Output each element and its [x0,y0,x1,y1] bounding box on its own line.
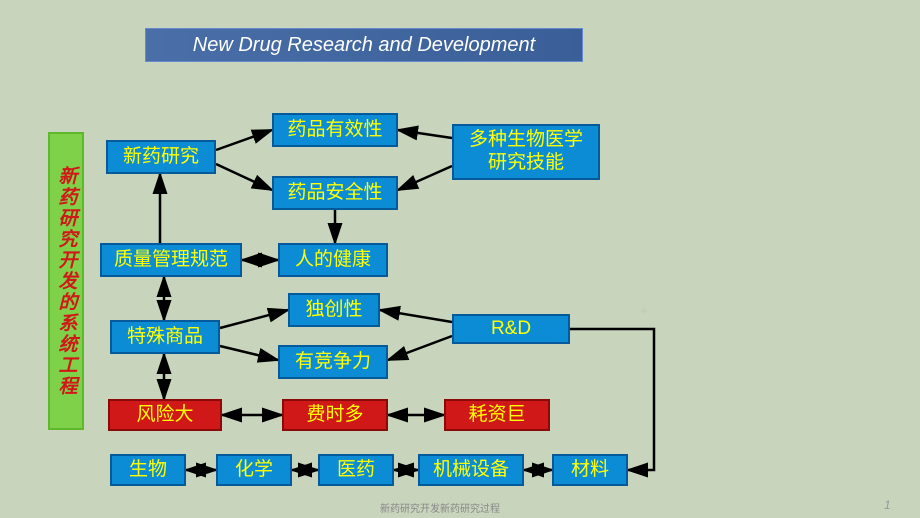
title-text: New Drug Research and Development [193,34,535,57]
node-hzj: 耗资巨 [444,399,550,431]
footer-caption: 新药研究开发新药研究过程 [380,500,500,515]
footer-text: 新药研究开发新药研究过程 [380,504,500,515]
sidebar-text: 新药研究开发的系统工程 [53,166,80,397]
node-jxsb: 机械设备 [418,454,524,486]
node-tssp: 特殊商品 [110,320,220,354]
edge-xysj-ypyxx [216,130,272,150]
title-bar: New Drug Research and Development [145,28,583,62]
node-rdjk: 人的健康 [278,243,388,277]
node-cl: 材料 [552,454,628,486]
edge-tssp-dcx [220,310,288,328]
sidebar-vertical-label: 新药研究开发的系统工程 [48,132,84,430]
node-xysj: 新药研究 [106,140,216,174]
node-yy: 医药 [318,454,394,486]
edge-dzsw-ypaqx [398,166,452,190]
node-yjzl: 有竞争力 [278,345,388,379]
node-dzsw: 多种生物医学 研究技能 [452,124,600,180]
node-fsd: 费时多 [282,399,388,431]
node-ypyxx: 药品有效性 [272,113,398,147]
edge-tssp-yjzl [220,346,278,360]
edge-xysj-ypaqx [216,164,272,190]
node-fxd: 风险大 [108,399,222,431]
edge-dzsw-ypyxx [398,130,452,138]
node-zlgl: 质量管理规范 [100,243,242,277]
edge-rd-yjzl [388,336,452,360]
node-rd: R&D [452,314,570,344]
page-number-text: 1 [884,498,891,512]
node-ypaqx: 药品安全性 [272,176,398,210]
node-sw: 生物 [110,454,186,486]
node-hx: 化学 [216,454,292,486]
page-number: 1 [884,498,891,512]
edge-rd-cl [570,329,654,470]
edge-rd-dcx [380,310,452,322]
node-dcx: 独创性 [288,293,380,327]
